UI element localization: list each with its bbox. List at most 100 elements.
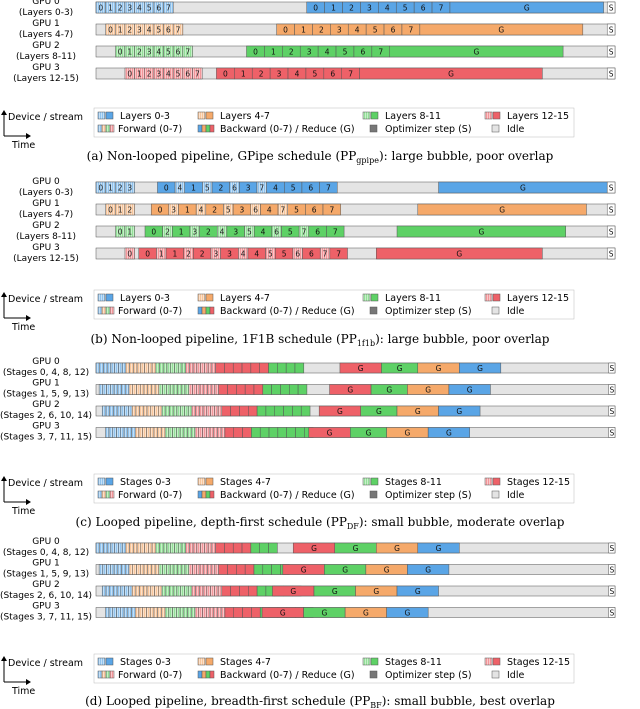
cell-label: G — [478, 227, 484, 236]
legend-device-stream: Device / stream — [8, 658, 83, 669]
forward-cell — [147, 384, 152, 395]
backward-cell — [283, 405, 293, 417]
forward-cell — [139, 384, 145, 395]
forward-cell — [158, 405, 163, 417]
cell-label: 1 — [127, 227, 132, 236]
forward-cell — [103, 362, 108, 374]
cell-label: 6 — [308, 183, 313, 192]
cell-label: G — [280, 608, 286, 617]
forward-cell — [210, 585, 215, 597]
forward-cell — [105, 405, 110, 417]
legend-idle-text: Idle — [507, 490, 524, 501]
forward-cell — [116, 405, 122, 417]
forward-cell — [192, 542, 198, 554]
forward-cell — [133, 542, 138, 554]
gpu-sublabel: (Stages 0, 4, 8, 12) — [3, 548, 89, 558]
backward-cell — [326, 225, 345, 238]
forward-cell — [200, 362, 205, 374]
forward-cell — [181, 362, 186, 374]
backward-cell — [230, 585, 240, 597]
cell-label: 6 — [309, 249, 314, 258]
cell-label: G — [397, 364, 403, 373]
cell-label: 6 — [156, 3, 161, 12]
gpu-label: GPU 3 — [32, 63, 60, 73]
cell-label: 5 — [166, 47, 171, 56]
forward-cell — [168, 607, 173, 618]
forward-cell — [187, 405, 193, 417]
forward-cell — [202, 405, 208, 417]
legend-backward-swatch — [370, 477, 379, 486]
legend-optimizer-text: Optimizer step (S) — [385, 306, 472, 317]
gpu-sublabel: (Stages 2, 6, 10, 14) — [0, 411, 92, 421]
forward-cell — [192, 362, 198, 374]
backward-cell — [259, 362, 269, 374]
cell-label: 6 — [253, 205, 258, 214]
gpu-label: GPU 1 — [32, 199, 60, 209]
forward-cell — [196, 384, 201, 395]
forward-cell — [136, 362, 142, 374]
legend-forward-swatch — [97, 111, 106, 120]
reduce-cell — [359, 67, 543, 80]
forward-cell — [170, 362, 175, 374]
cell-label: G — [425, 565, 431, 574]
cell-label: S — [610, 407, 615, 416]
backward-cell — [215, 542, 225, 554]
forward-cell — [163, 542, 168, 554]
cell-label: G — [384, 565, 390, 574]
legend-optimizer-swatch — [369, 124, 378, 133]
cell-label: G — [337, 407, 343, 416]
forward-cell — [217, 585, 223, 597]
forward-cell — [196, 542, 201, 554]
backward-cell — [241, 362, 252, 374]
cell-label: 1 — [185, 205, 190, 214]
cell-label: 1 — [159, 249, 164, 258]
legend-backward-swatch — [201, 124, 207, 133]
cell-label: S — [610, 385, 615, 394]
forward-cell — [113, 564, 119, 575]
forward-cell — [182, 45, 193, 58]
forward-cell — [154, 564, 160, 575]
cell-label: 5 — [147, 3, 152, 12]
forward-cell — [151, 542, 157, 554]
legend-device-stream: Device / stream — [8, 112, 83, 123]
gpu-sublabel: (Layers 12-15) — [13, 254, 79, 264]
arrow-right-icon — [26, 133, 31, 139]
cell-label: 4 — [137, 3, 142, 12]
legend-time: Time — [11, 506, 35, 517]
forward-cell — [196, 362, 201, 374]
cell-label: 3 — [227, 249, 232, 258]
legend-label: Layers 4-7 — [220, 293, 270, 304]
cell-label: 4 — [273, 183, 278, 192]
forward-cell — [179, 607, 185, 618]
legend-backward-swatch — [492, 111, 501, 120]
forward-cell — [195, 585, 200, 597]
cell-label: 5 — [291, 183, 296, 192]
legend-forward-swatch — [197, 477, 206, 486]
cell-label: 0 — [127, 69, 132, 78]
forward-cell — [125, 362, 130, 374]
backward-cell — [319, 181, 338, 194]
forward-cell — [213, 607, 218, 618]
forward-cell — [184, 405, 189, 417]
cell-label: 2 — [212, 205, 217, 214]
forward-cell — [135, 405, 140, 417]
backward-cell — [232, 542, 243, 554]
legend-backward-swatch — [209, 670, 215, 679]
legend-backward-swatch — [492, 657, 501, 666]
forward-cell — [198, 427, 203, 438]
backward-cell — [271, 384, 281, 395]
cell-label: 4 — [147, 25, 152, 34]
backward-cell — [221, 405, 231, 417]
optimizer-cell — [606, 23, 616, 36]
cell-label: G — [436, 364, 442, 373]
forward-cell — [192, 564, 197, 575]
cell-label: 3 — [277, 69, 282, 78]
cell-label: 0 — [98, 3, 103, 12]
forward-cell — [131, 607, 136, 618]
cell-label: 5 — [312, 69, 317, 78]
gpu-sublabel: (Layers 12-15) — [13, 74, 79, 84]
forward-cell — [205, 427, 211, 438]
cell-label: 7 — [302, 227, 307, 236]
forward-cell — [120, 405, 125, 417]
cell-label: 1 — [179, 227, 184, 236]
